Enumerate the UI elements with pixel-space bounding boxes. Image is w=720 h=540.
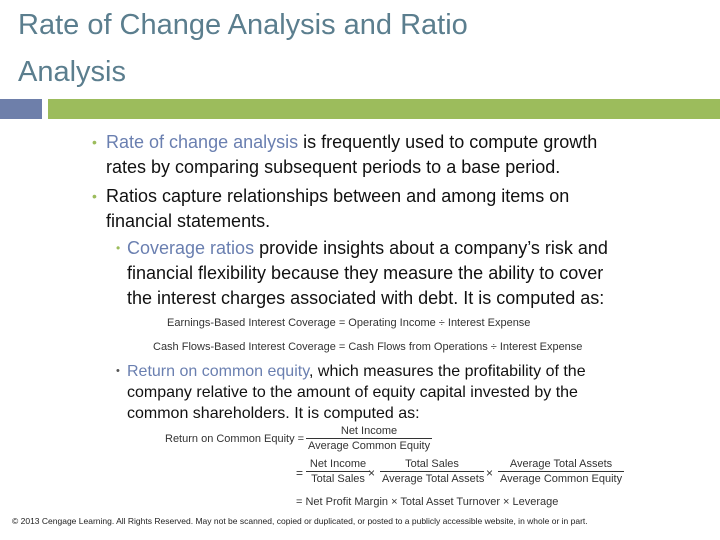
title-divider-left [0,99,42,119]
formula-cashflow-coverage: Cash Flows-Based Interest Coverage = Cas… [153,341,583,353]
bullet-marker: • [92,188,97,204]
title-line-1: Rate of Change Analysis and Ratio [18,9,468,41]
term-return-on-common-equity: Return on common equity [127,363,310,380]
copyright-footer: © 2013 Cengage Learning. All Rights Rese… [12,516,588,526]
bullet-marker: • [92,134,97,150]
asset-turnover-fraction: Total Sales Average Total Assets [380,458,485,485]
roce-label: Return on Common Equity = [165,433,305,445]
bullet-rate-of-change: • Rate of change analysis is frequently … [92,132,598,177]
bullet-marker: • [116,365,120,377]
formula-earnings-coverage: Earnings-Based Interest Coverage = Opera… [167,317,531,329]
title-line-2: Analysis [18,56,126,88]
net-profit-margin-fraction: Net Income Total Sales [306,458,370,485]
bullet-return-on-common-equity: • Return on common equity, which measure… [116,363,586,422]
times-sign: × [486,466,494,480]
slide-title: Rate of Change Analysis and Ratio Analys… [18,2,708,96]
leverage-fraction: Average Total Assets Average Common Equi… [498,458,624,485]
equals-sign: = [296,466,304,480]
bullet-marker: • [116,241,121,255]
times-sign: × [368,466,376,480]
title-divider-right [48,99,720,119]
bullet-ratios: • Ratios capture relationships between a… [92,186,570,231]
term-coverage-ratios: Coverage ratios [127,238,255,258]
roce-decomposition: = Net Profit Margin × Total Asset Turnov… [296,496,559,508]
bullet-coverage-ratios: • Coverage ratios provide insights about… [116,238,608,308]
roce-fraction: Net Income Average Common Equity [306,425,432,452]
term-rate-of-change: Rate of change analysis [106,132,299,152]
